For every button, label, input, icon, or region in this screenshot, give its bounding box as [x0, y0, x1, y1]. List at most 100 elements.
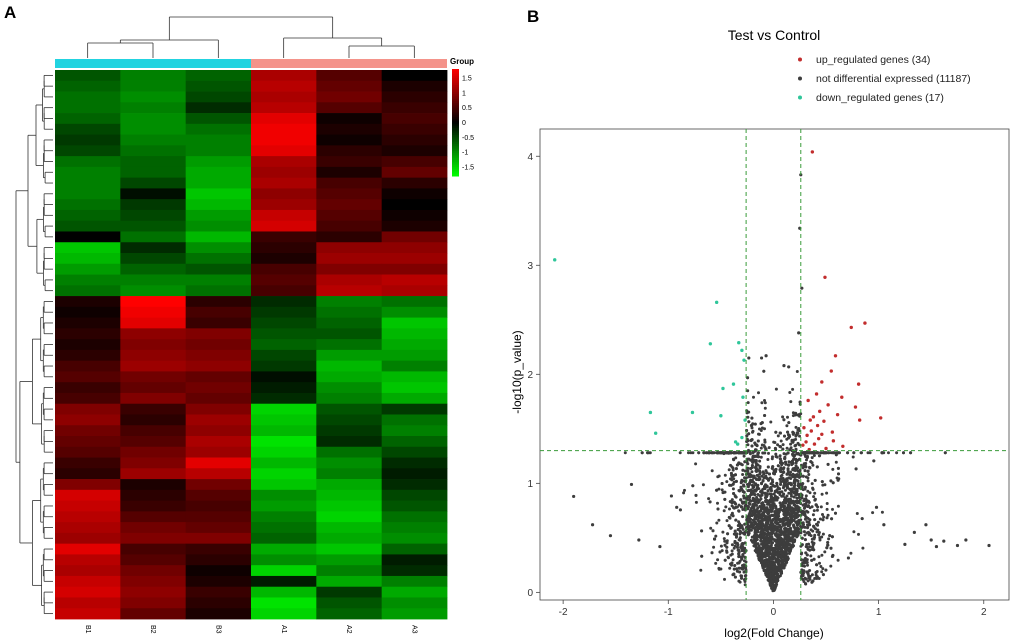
heatmap-cell — [120, 102, 187, 114]
point-not-differential — [708, 451, 712, 455]
point-not-differential — [694, 500, 698, 504]
heatmap-cell — [55, 177, 121, 189]
heatmap-cell — [316, 457, 383, 469]
point-not-differential — [814, 503, 818, 507]
point-not-differential — [805, 456, 809, 459]
point-not-differential — [779, 571, 783, 575]
point-not-differential — [768, 573, 772, 577]
point-not-differential — [817, 454, 821, 458]
point-not-differential — [781, 564, 784, 568]
point-not-differential — [788, 504, 792, 508]
point-not-differential — [783, 504, 787, 508]
point-not-differential — [714, 561, 718, 565]
heatmap-cell — [120, 296, 187, 308]
heatmap-cell — [55, 285, 121, 297]
point-not-differential — [902, 451, 905, 455]
heatmap-cell — [185, 220, 252, 232]
point-not-differential — [788, 539, 792, 543]
point-not-differential — [769, 486, 773, 489]
group-annotation-bar — [55, 59, 447, 68]
heatmap-cell — [185, 436, 252, 448]
point-not-differential — [795, 501, 799, 505]
point-not-differential — [783, 434, 786, 438]
colorbar-step — [452, 102, 459, 106]
point-not-differential — [747, 488, 751, 492]
point-not-differential — [807, 542, 811, 546]
color-legend: Group 1.5 1 0.5 0 -0.5 -1 -1.5 — [450, 57, 474, 177]
colorbar-step — [452, 74, 459, 77]
heatmap-cell — [316, 123, 383, 135]
heatmap-cell — [251, 306, 317, 318]
colorbar-step — [452, 115, 459, 118]
heatmap-cell — [251, 446, 317, 458]
point-not-differential — [728, 500, 732, 504]
point-not-differential — [779, 461, 782, 465]
point-not-differential — [748, 495, 752, 499]
point-not-differential — [773, 446, 777, 450]
point-not-differential — [772, 471, 775, 475]
point-not-differential — [771, 522, 774, 526]
heatmap-cell — [55, 253, 121, 265]
point-not-differential — [715, 488, 719, 492]
heatmap-cell — [251, 177, 317, 189]
point-not-differential — [765, 529, 769, 533]
point-not-differential — [809, 460, 813, 464]
point-not-differential — [739, 480, 743, 484]
heatmap-cell — [55, 317, 121, 329]
point-not-differential — [702, 451, 706, 455]
point-not-differential — [812, 557, 816, 561]
point-not-differential — [765, 506, 769, 510]
point-up-regulated — [820, 432, 824, 436]
point-not-differential — [764, 554, 768, 558]
point-not-differential — [794, 532, 798, 536]
colorbar-step — [452, 143, 459, 147]
heatmap-cell — [381, 209, 448, 222]
point-not-differential — [767, 567, 771, 571]
point-not-differential — [758, 516, 761, 520]
point-not-differential — [830, 517, 834, 521]
point-not-differential — [694, 493, 698, 497]
point-not-differential — [768, 498, 772, 502]
point-not-differential — [764, 500, 768, 504]
point-not-differential — [751, 512, 754, 516]
heatmap-cell — [55, 554, 121, 566]
colorbar-step — [452, 136, 459, 140]
heatmap-cell — [185, 575, 252, 588]
heatmap-cell — [316, 166, 383, 179]
point-not-differential — [874, 505, 879, 509]
colorbar-step — [452, 138, 459, 141]
point-not-differential — [764, 548, 768, 552]
point-not-differential — [924, 523, 928, 527]
point-not-differential — [740, 549, 744, 553]
colorbar-step — [452, 79, 459, 82]
point-not-differential — [730, 478, 734, 482]
y-tick-label: 2 — [527, 370, 533, 381]
point-not-differential — [769, 543, 773, 547]
point-not-differential — [787, 436, 790, 440]
point-not-differential — [825, 491, 829, 495]
point-not-differential — [770, 508, 774, 512]
heatmap-cell — [316, 511, 383, 523]
point-not-differential — [812, 536, 816, 539]
heatmap-cell — [316, 554, 383, 566]
heatmap-cell — [381, 253, 448, 265]
colorbar-step — [452, 77, 459, 81]
point-not-differential — [749, 509, 752, 513]
point-not-differential — [817, 531, 821, 534]
point-not-differential — [740, 546, 744, 550]
point-not-differential — [732, 572, 736, 576]
colorbar-step — [452, 111, 459, 115]
heatmap-cell — [381, 91, 448, 103]
point-not-differential — [723, 473, 727, 477]
point-not-differential — [758, 477, 762, 481]
point-not-differential — [794, 413, 798, 417]
heatmap-cell — [381, 156, 448, 168]
heatmap-cell — [316, 479, 383, 491]
points-not-differential — [572, 173, 991, 593]
point-not-differential — [752, 395, 755, 399]
point-not-differential — [759, 446, 763, 450]
point-not-differential — [846, 451, 850, 455]
point-up-regulated — [802, 426, 806, 430]
heatmap-cell — [55, 586, 121, 598]
colorbar-step — [452, 88, 459, 91]
